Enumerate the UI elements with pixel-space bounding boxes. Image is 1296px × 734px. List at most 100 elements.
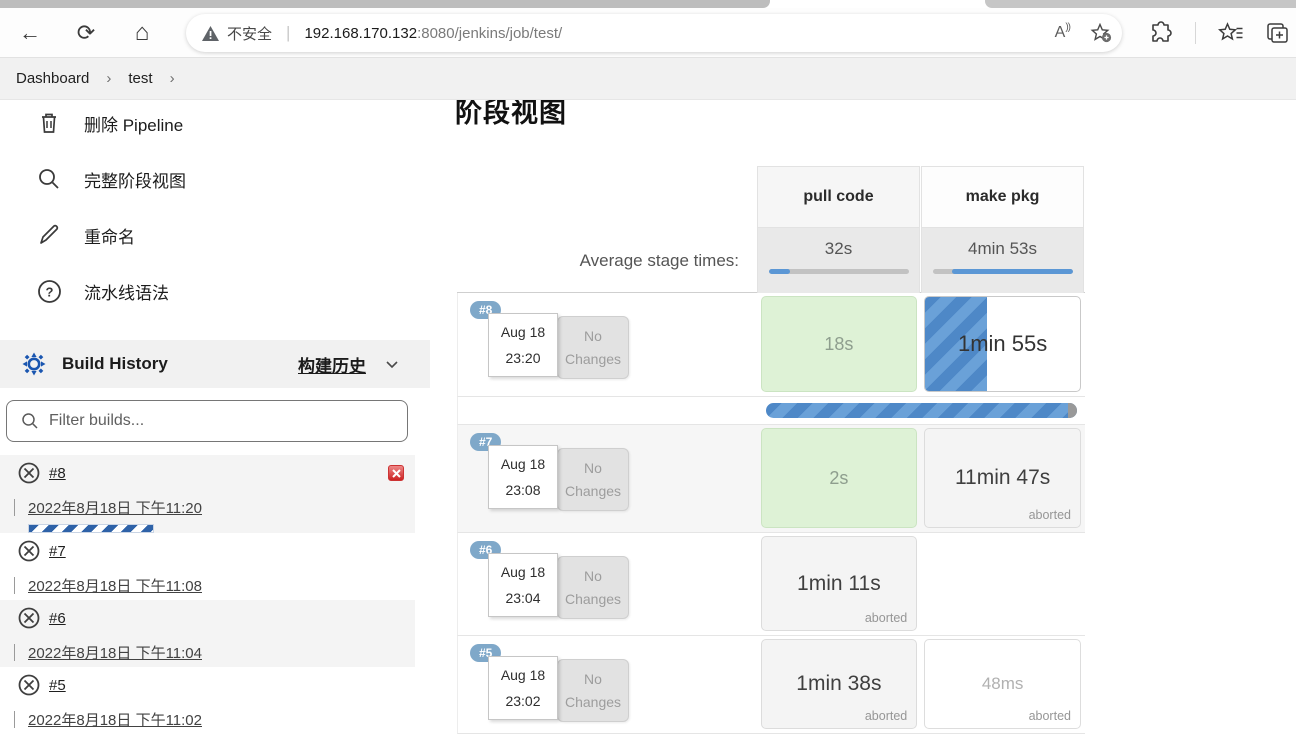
refresh-icon[interactable]: ⟳	[76, 20, 96, 45]
empty-stage-cell	[921, 533, 1085, 635]
average-time-bar	[932, 269, 1073, 274]
url-host: 192.168.170.132	[304, 24, 418, 42]
average-time: 4min 53s	[968, 239, 1037, 258]
breadcrumb: Dashboard › test ›	[0, 58, 1296, 100]
aborted-status-icon	[17, 606, 41, 630]
build-date-box[interactable]: Aug 18 23:08	[488, 445, 558, 509]
stage-cell[interactable]: 48ms aborted	[924, 639, 1081, 729]
average-stage-times-row: Average stage times: 32s 4min 53s	[457, 228, 1085, 293]
tab-strip-segment	[985, 0, 1296, 8]
stage-row: #8 Aug 18 23:20 No Changes 18s 1min 55s	[457, 293, 1085, 397]
build-date-link[interactable]: 2022年8月18日 下午11:02	[28, 712, 202, 729]
cancel-build-icon[interactable]	[388, 465, 404, 481]
build-history-entry: #8 2022年8月18日 下午11:20	[0, 455, 415, 533]
url-path: :8080/jenkins/job/test/	[417, 24, 563, 42]
average-time: 32s	[824, 239, 853, 258]
breadcrumb-chevron-icon: ›	[169, 70, 175, 87]
toolbar-divider	[1195, 22, 1196, 44]
address-divider: |	[286, 23, 291, 42]
build-date-box[interactable]: Aug 18 23:20	[488, 313, 558, 377]
add-favorite-icon[interactable]	[1090, 23, 1112, 43]
build-number-link[interactable]: #5	[49, 676, 66, 694]
sidebar-item-pipeline-syntax[interactable]: ? 流水线语法	[0, 274, 430, 308]
filter-builds-field	[6, 400, 408, 442]
build-date-link[interactable]: 2022年8月18日 下午11:20	[28, 500, 202, 517]
build-date-link[interactable]: 2022年8月18日 下午11:08	[28, 578, 202, 595]
favorites-icon[interactable]	[1218, 22, 1244, 44]
cell-status-label: aborted	[1028, 709, 1071, 723]
no-changes-box: No Changes	[557, 316, 629, 379]
sidebar: 删除 Pipeline 完整阶段视图 重命名	[0, 100, 430, 734]
stage-view-title-wrap: 阶段视图	[455, 100, 567, 128]
extensions-icon[interactable]	[1149, 21, 1173, 45]
cell-status-label: aborted	[864, 611, 908, 625]
build-date-link[interactable]: 2022年8月18日 下午11:04	[28, 645, 202, 662]
build-number-link[interactable]: #6	[49, 609, 66, 627]
browser-toolbar: ← ⟳ ⌂ 不安全 | 192.168.170.132 :8080/jenkin…	[0, 8, 1296, 58]
back-icon[interactable]: ←	[19, 20, 41, 45]
cell-status-label: aborted	[864, 709, 908, 723]
sidebar-item-label: 完整阶段视图	[84, 171, 186, 191]
read-aloud-icon[interactable]: A))	[1054, 22, 1071, 41]
stage-view-table: pull code make pkg Average stage times: …	[457, 166, 1085, 734]
stage-cell[interactable]: 18s	[760, 296, 918, 392]
aborted-status-icon	[17, 673, 41, 697]
stage-cell[interactable]: 1min 38s aborted	[760, 639, 918, 729]
sidebar-item-label: 流水线语法	[84, 283, 169, 303]
stage-row: #7 Aug 18 23:08 No Changes 2s 11min 47s a…	[457, 425, 1085, 533]
sidebar-item-label: 删除 Pipeline	[84, 115, 184, 135]
stage-cell[interactable]: 1min 11s aborted	[760, 536, 918, 631]
average-cell: 32s	[757, 228, 920, 293]
stage-cell[interactable]: 11min 47s aborted	[924, 428, 1081, 528]
breadcrumb-test[interactable]: test	[128, 70, 153, 87]
build-progress-bar[interactable]	[766, 403, 1077, 418]
average-time-bar	[768, 269, 909, 274]
build-number-link[interactable]: #7	[49, 542, 66, 560]
build-history-header: Build History 构建历史	[0, 340, 430, 388]
build-history-entry: #7 2022年8月18日 下午11:08	[0, 533, 415, 600]
home-icon[interactable]: ⌂	[134, 19, 150, 46]
progress-bar-cap	[1068, 403, 1077, 418]
pencil-icon	[36, 222, 62, 248]
search-icon	[36, 166, 62, 192]
build-history-title-zh[interactable]: 构建历史	[298, 356, 366, 376]
not-secure-label: 不安全	[227, 25, 273, 43]
stage-view-panel: 阶段视图 pull code make pkg Average stage ti…	[430, 100, 1296, 734]
chevron-down-icon[interactable]	[384, 356, 400, 372]
svg-text:?: ?	[45, 284, 53, 299]
stage-column-header: pull code	[757, 166, 920, 228]
build-history-entry: #5 2022年8月18日 下午11:02	[0, 667, 415, 734]
no-changes-box: No Changes	[557, 659, 629, 722]
entry-indent-bar	[14, 711, 15, 728]
no-changes-box: No Changes	[557, 448, 629, 511]
no-changes-box: No Changes	[557, 556, 629, 619]
average-stage-times-label: Average stage times:	[579, 250, 739, 270]
breadcrumb-dashboard[interactable]: Dashboard	[16, 70, 90, 87]
address-bar[interactable]: 不安全 | 192.168.170.132 :8080/jenkins/job/…	[186, 14, 1122, 52]
stage-column-header: make pkg	[921, 166, 1084, 228]
build-in-progress-bar	[28, 524, 154, 533]
question-circle-icon: ?	[36, 278, 62, 304]
sidebar-item-full-stage-view[interactable]: 完整阶段视图	[0, 162, 430, 196]
sidebar-item-rename[interactable]: 重命名	[0, 218, 430, 252]
stage-row: #6 Aug 18 23:04 No Changes 1min 11s abort…	[457, 533, 1085, 636]
build-history-title: Build History	[62, 354, 168, 373]
stage-cell[interactable]: 1min 55s	[924, 296, 1081, 392]
cell-status-label: aborted	[1028, 508, 1071, 522]
aborted-status-icon	[17, 539, 41, 563]
entry-indent-bar	[14, 499, 15, 516]
build-number-link[interactable]: #8	[49, 464, 66, 482]
collections-icon[interactable]	[1266, 22, 1290, 44]
build-date-box[interactable]: Aug 18 23:04	[488, 553, 558, 617]
aborted-status-icon	[17, 461, 41, 485]
stage-header-row: pull code make pkg	[457, 166, 1085, 228]
filter-builds-input[interactable]	[49, 412, 379, 430]
tab-strip	[0, 0, 1296, 8]
search-icon	[21, 412, 39, 430]
sidebar-item-delete-pipeline[interactable]: 删除 Pipeline	[0, 106, 430, 140]
not-secure-warning-icon	[202, 25, 219, 41]
build-date-box[interactable]: Aug 18 23:02	[488, 656, 558, 720]
stage-cell[interactable]: 2s	[760, 428, 918, 528]
stage-row: #5 Aug 18 23:02 No Changes 1min 38s abort…	[457, 636, 1085, 734]
